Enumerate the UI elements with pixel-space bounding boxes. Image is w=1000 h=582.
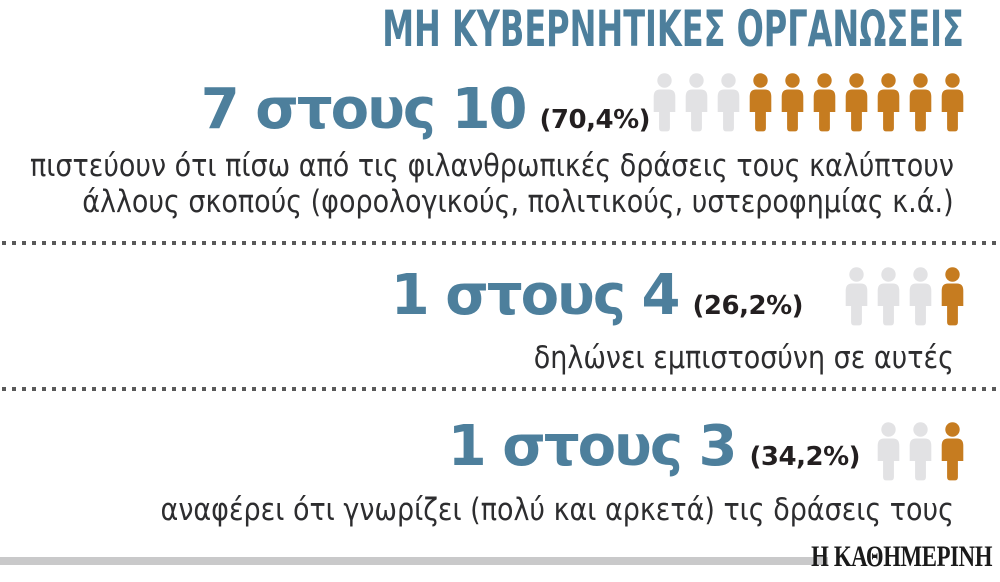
stat-description-2: δηλώνει εμπιστοσύνη σε αυτές [471, 340, 954, 376]
stat-percent-2: (26,2%) [692, 291, 804, 321]
person-icon [845, 267, 868, 326]
person-icon [941, 422, 964, 481]
stat-line-2: 1 στους 4 (26,2%) [390, 263, 804, 328]
person-icon [909, 267, 932, 326]
person-icon [941, 267, 964, 326]
person-icon [877, 267, 900, 326]
stat-ratio-1: 7 στους 10 [200, 77, 528, 142]
stat-percent-3: (34,2%) [749, 442, 861, 472]
dotted-divider [2, 387, 996, 391]
person-icon [909, 73, 932, 132]
brand-logo: Η ΚΑΘΗΜΕΡΙΝΗ [754, 542, 992, 572]
person-icon [877, 422, 900, 481]
person-icon [813, 73, 836, 132]
page-title-text: ΜΗ ΚΥΒΕΡΝΗΤΙΚΕΣ ΟΡΓΑΝΩΣΕΙΣ [382, 0, 964, 58]
person-icon [717, 73, 740, 132]
stat-percent-1: (70,4%) [539, 105, 651, 135]
person-icon [781, 73, 804, 132]
person-icon [653, 73, 676, 132]
person-icon [877, 73, 900, 132]
pictogram-row-3 [875, 419, 966, 485]
person-icon [909, 422, 932, 481]
person-icon [685, 73, 708, 132]
description-line: αναφέρει ότι γνωρίζει (πολύ και αρκετά) … [160, 492, 954, 528]
stat-description-3: αναφέρει ότι γνωρίζει (πολύ και αρκετά) … [42, 492, 954, 528]
person-icon [845, 73, 868, 132]
stat-ratio-2: 1 στους 4 [390, 263, 681, 328]
stat-description-1: πιστεύουν ότι πίσω από τις φιλανθρωπικές… [0, 148, 954, 220]
brand-logo-text: Η ΚΑΘΗΜΕΡΙΝΗ [811, 540, 992, 573]
footer-rule [0, 557, 828, 565]
pictogram-row-2 [843, 264, 966, 330]
person-icon [749, 73, 772, 132]
person-icon [941, 73, 964, 132]
description-line: δηλώνει εμπιστοσύνη σε αυτές [533, 340, 954, 376]
description-line: άλλους σκοπούς (φορολογικούς, πολιτικούς… [82, 184, 954, 220]
description-line: πιστεύουν ότι πίσω από τις φιλανθρωπικές… [30, 148, 954, 184]
pictogram-row-1 [651, 70, 966, 136]
stat-line-3: 1 στους 3 (34,2%) [447, 414, 861, 479]
page-title: ΜΗ ΚΥΒΕΡΝΗΤΙΚΕΣ ΟΡΓΑΝΩΣΕΙΣ [55, 4, 964, 54]
stat-ratio-3: 1 στους 3 [447, 414, 738, 479]
dotted-divider [2, 241, 996, 245]
stat-line-1: 7 στους 10 (70,4%) [200, 77, 651, 142]
